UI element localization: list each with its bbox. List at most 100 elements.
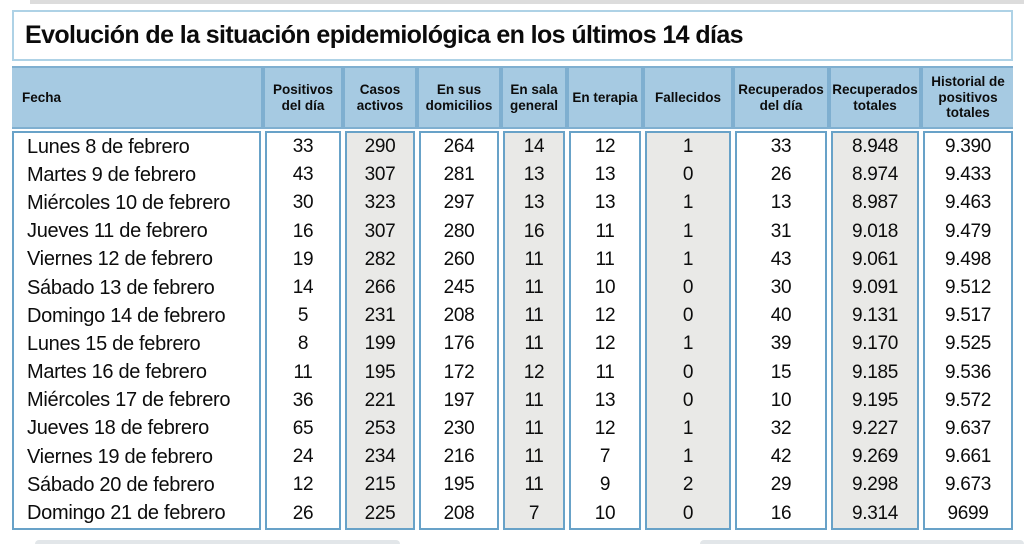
table-column-7: Recuperados del día 33 26 13 31 43 30 40 39 15 10 3… <box>735 66 827 530</box>
value-cell: 8.987 <box>851 192 899 214</box>
value-cell: 14 <box>523 136 545 158</box>
value-cell: 19 <box>292 248 314 270</box>
top-crop-line <box>30 0 1024 4</box>
value-cell: 1 <box>682 220 694 242</box>
value-cell: 11 <box>524 417 544 439</box>
value-cell: 1 <box>682 136 694 158</box>
value-cell: 307 <box>364 220 396 242</box>
value-cell: 9.512 <box>944 277 992 299</box>
table-column-3: En sus domicilios 264 281 297 280 260 245 208 17… <box>419 66 499 530</box>
value-cell: 2 <box>682 474 694 496</box>
column-header-6: Fallecidos <box>645 68 731 127</box>
value-cell: 11 <box>524 248 544 270</box>
value-cell: 208 <box>443 305 475 327</box>
value-cell: 65 <box>292 417 314 439</box>
value-cell: 16 <box>770 502 792 524</box>
value-cell: 32 <box>770 417 792 439</box>
value-cell: 0 <box>682 389 694 411</box>
value-cell: 290 <box>364 136 396 158</box>
value-cell: 13 <box>594 164 616 186</box>
value-cell: 29 <box>770 474 792 496</box>
column-body-3: 264 281 297 280 260 245 208 176 172 197 230 216 195 2… <box>419 131 499 530</box>
value-cell: 282 <box>364 248 396 270</box>
value-cell: 13 <box>770 192 792 214</box>
table-column-0: Fecha Lunes 8 de febrero Martes 9 de febre… <box>12 66 261 530</box>
value-cell: 253 <box>364 417 396 439</box>
value-cell: 9.498 <box>944 248 992 270</box>
value-cell: 12 <box>594 417 616 439</box>
date-cell: Domingo 14 de febrero <box>27 304 226 327</box>
value-cell: 221 <box>364 389 396 411</box>
column-header-0: Fecha <box>12 68 261 127</box>
value-cell: 0 <box>682 305 694 327</box>
value-cell: 9.170 <box>851 333 899 355</box>
value-cell: 9.269 <box>851 446 899 468</box>
value-cell: 11 <box>293 361 313 383</box>
value-cell: 215 <box>364 474 396 496</box>
value-cell: 12 <box>523 361 545 383</box>
value-cell: 307 <box>364 164 396 186</box>
value-cell: 9.298 <box>851 474 899 496</box>
column-header-3: En sus domicilios <box>419 68 499 127</box>
cropped-element-bottom-left <box>35 540 400 544</box>
column-header-2: Casos activos <box>345 68 415 127</box>
value-cell: 234 <box>364 446 396 468</box>
column-body-7: 33 26 13 31 43 30 40 39 15 10 32 42 29 16 <box>735 131 827 530</box>
value-cell: 176 <box>443 333 475 355</box>
value-cell: 297 <box>443 192 475 214</box>
value-cell: 26 <box>770 164 792 186</box>
value-cell: 9699 <box>947 502 989 524</box>
table-column-9: Historial de positivos totales 9.390 9.433… <box>923 66 1013 530</box>
value-cell: 9.195 <box>851 389 899 411</box>
date-cell: Lunes 8 de febrero <box>27 135 190 158</box>
value-cell: 1 <box>682 446 694 468</box>
date-cell: Domingo 21 de febrero <box>27 502 226 525</box>
value-cell: 281 <box>443 164 475 186</box>
value-cell: 9.572 <box>944 389 992 411</box>
value-cell: 0 <box>682 361 694 383</box>
value-cell: 10 <box>594 502 616 524</box>
value-cell: 15 <box>770 361 792 383</box>
value-cell: 10 <box>594 277 616 299</box>
value-cell: 245 <box>443 277 475 299</box>
value-cell: 26 <box>292 502 314 524</box>
value-cell: 199 <box>364 333 396 355</box>
value-cell: 208 <box>443 502 475 524</box>
value-cell: 11 <box>524 305 544 327</box>
value-cell: 40 <box>770 305 792 327</box>
value-cell: 9.673 <box>944 474 992 496</box>
value-cell: 9.314 <box>851 502 899 524</box>
date-cell: Martes 9 de febrero <box>27 163 196 186</box>
date-cell: Viernes 12 de febrero <box>27 248 213 271</box>
column-body-6: 1 0 1 1 1 0 0 1 0 0 1 1 2 0 <box>645 131 731 530</box>
value-cell: 0 <box>682 502 694 524</box>
value-cell: 9.018 <box>851 220 899 242</box>
value-cell: 225 <box>364 502 396 524</box>
value-cell: 9.517 <box>944 305 992 327</box>
value-cell: 33 <box>770 136 792 158</box>
value-cell: 13 <box>523 164 545 186</box>
value-cell: 9.525 <box>944 333 992 355</box>
value-cell: 12 <box>594 305 616 327</box>
column-header-4: En sala general <box>503 68 565 127</box>
value-cell: 12 <box>594 136 616 158</box>
column-header-8: Recuperados totales <box>831 68 919 127</box>
value-cell: 0 <box>682 164 694 186</box>
value-cell: 13 <box>594 192 616 214</box>
value-cell: 9.661 <box>944 446 992 468</box>
value-cell: 266 <box>364 277 396 299</box>
date-cell: Lunes 15 de febrero <box>27 332 201 355</box>
table-grid: Fecha Lunes 8 de febrero Martes 9 de febre… <box>12 66 1013 530</box>
date-cell: Miércoles 10 de febrero <box>27 191 231 214</box>
value-cell: 195 <box>364 361 396 383</box>
column-header-1: Positivos del día <box>265 68 341 127</box>
value-cell: 323 <box>364 192 396 214</box>
value-cell: 43 <box>292 164 314 186</box>
cropped-element-bottom-right <box>700 540 1024 544</box>
date-cell: Viernes 19 de febrero <box>27 445 213 468</box>
value-cell: 30 <box>292 192 314 214</box>
value-cell: 11 <box>595 248 615 270</box>
value-cell: 31 <box>770 220 792 242</box>
value-cell: 16 <box>292 220 314 242</box>
